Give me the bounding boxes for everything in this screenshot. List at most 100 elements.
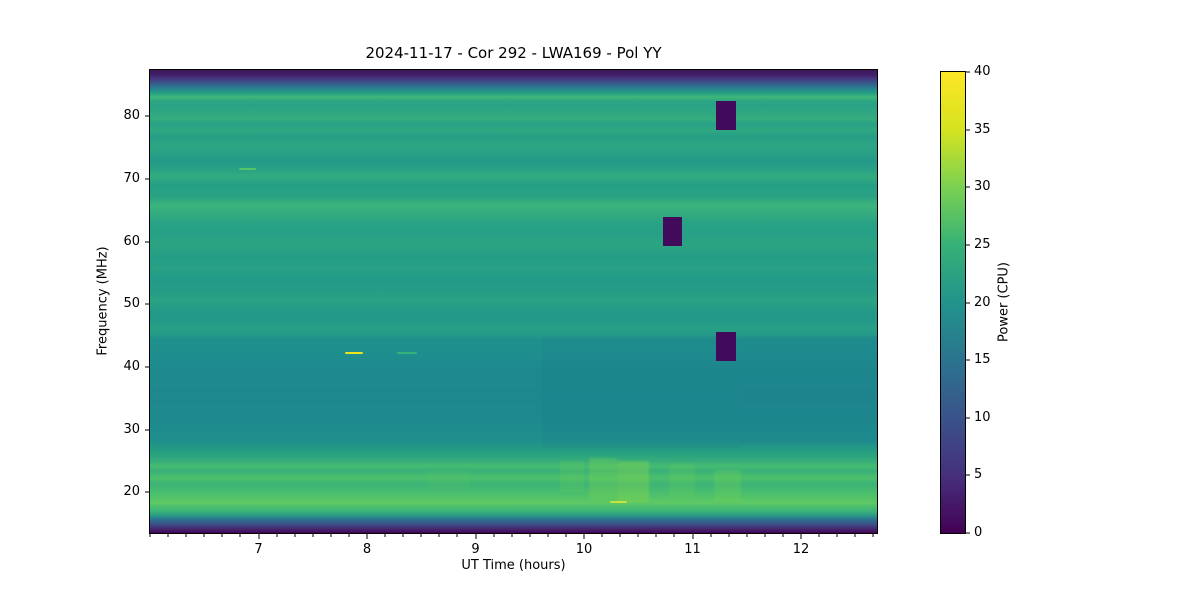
y-tick-major	[145, 178, 150, 180]
x-tick-minor	[854, 534, 856, 537]
y-tick-label: 20	[123, 484, 140, 500]
x-tick-minor	[438, 534, 440, 537]
x-tick-minor	[619, 534, 621, 537]
rfi-burst	[238, 168, 257, 170]
colorbar-tick-label: 20	[974, 294, 991, 310]
x-tick-label: 8	[362, 542, 372, 557]
data-dropout	[716, 331, 736, 362]
x-tick-minor	[276, 534, 278, 537]
chart-title: 2024-11-17 - Cor 292 - LWA169 - Pol YY	[365, 44, 662, 62]
x-tick-label: 9	[471, 542, 480, 557]
x-tick-major	[800, 534, 802, 539]
colorbar-label: Power (CPU)	[996, 261, 1012, 343]
colorbar	[940, 71, 966, 534]
x-tick-minor	[203, 534, 205, 537]
ionospheric-patch	[616, 460, 650, 502]
x-tick-minor	[312, 534, 314, 537]
colorbar-tick	[966, 359, 970, 361]
y-tick-major	[145, 303, 150, 305]
ionospheric-patch	[589, 457, 617, 499]
x-tick-minor	[402, 534, 404, 537]
rfi-burst	[610, 501, 628, 504]
x-tick-minor	[872, 534, 874, 537]
x-tick-major	[475, 534, 477, 539]
x-tick-minor	[511, 534, 513, 537]
x-tick-minor	[565, 534, 567, 537]
x-tick-major	[583, 534, 585, 539]
colorbar-tick	[966, 129, 970, 131]
colorbar-tick-label: 10	[974, 409, 991, 425]
y-tick-major	[145, 115, 150, 117]
y-tick-label: 70	[123, 171, 140, 186]
x-tick-minor	[239, 534, 241, 537]
x-tick-minor	[673, 534, 675, 537]
colorbar-tick	[966, 417, 970, 419]
y-tick-label: 80	[123, 108, 140, 124]
colorbar-tick-label: 40	[974, 64, 991, 79]
ionospheric-patch	[714, 470, 742, 502]
x-tick-minor	[167, 534, 169, 537]
x-tick-minor	[710, 534, 712, 537]
y-tick-label: 60	[123, 233, 140, 249]
x-tick-minor	[384, 534, 386, 537]
x-tick-minor	[637, 534, 639, 537]
x-tick-label: 11	[684, 542, 701, 557]
x-tick-minor	[294, 534, 296, 537]
x-tick-minor	[764, 534, 766, 537]
y-tick-label: 30	[123, 421, 140, 437]
x-tick-major	[692, 534, 694, 539]
colorbar-tick	[966, 532, 970, 534]
x-tick-minor	[221, 534, 223, 537]
x-tick-minor	[728, 534, 730, 537]
x-tick-minor	[420, 534, 422, 537]
rfi-burst	[397, 352, 417, 355]
y-axis: 20 30 40 50 60 70 80	[0, 70, 150, 533]
x-tick-minor	[456, 534, 458, 537]
x-tick-minor	[348, 534, 350, 537]
x-tick-label: 12	[792, 542, 810, 557]
x-tick-major	[258, 534, 259, 539]
spectrogram-heatmap	[149, 69, 878, 534]
x-tick-minor	[601, 534, 603, 537]
y-tick-label: 40	[123, 358, 140, 374]
y-tick-label: 50	[123, 296, 140, 312]
x-tick-minor	[330, 534, 332, 537]
ionospheric-patch	[426, 470, 471, 490]
x-tick-minor	[655, 534, 657, 537]
colorbar-tick-label: 5	[974, 467, 983, 483]
y-tick-major	[145, 241, 150, 243]
shading-region	[540, 335, 742, 449]
colorbar-tick-label: 30	[974, 179, 991, 195]
x-tick-label: 10	[575, 542, 593, 557]
colorbar-tick-label: 35	[974, 121, 991, 137]
y-tick-major	[145, 366, 150, 368]
x-tick-minor	[782, 534, 784, 537]
colorbar-tick-label: 0	[974, 525, 983, 540]
y-axis-label: Frequency (MHz)	[95, 246, 111, 356]
colorbar-tick	[966, 186, 970, 188]
colorbar-axis: 0 5 10 15 20 25 30 35 40	[966, 64, 1026, 540]
rfi-burst	[345, 352, 363, 355]
x-tick-minor	[818, 534, 820, 537]
colorbar-tick	[966, 474, 970, 476]
data-dropout	[716, 100, 736, 131]
x-tick-major	[366, 534, 368, 539]
colorbar-tick	[966, 244, 970, 246]
x-tick-minor	[547, 534, 549, 537]
x-tick-minor	[746, 534, 748, 537]
colorbar-tick	[966, 302, 970, 303]
x-tick-minor	[185, 534, 187, 537]
colorbar-tick	[966, 71, 970, 73]
x-tick-minor	[836, 534, 838, 537]
y-tick-major	[145, 491, 150, 493]
x-tick-minor	[149, 534, 151, 537]
colorbar-tick-label: 15	[974, 352, 991, 368]
x-axis-label: UT Time (hours)	[461, 558, 566, 573]
y-tick-major	[145, 429, 150, 431]
shading-region	[741, 335, 877, 446]
colorbar-tick-label: 25	[974, 236, 991, 252]
ionospheric-patch	[560, 460, 585, 493]
x-tick-minor	[529, 534, 531, 537]
x-tick-minor	[493, 534, 495, 537]
